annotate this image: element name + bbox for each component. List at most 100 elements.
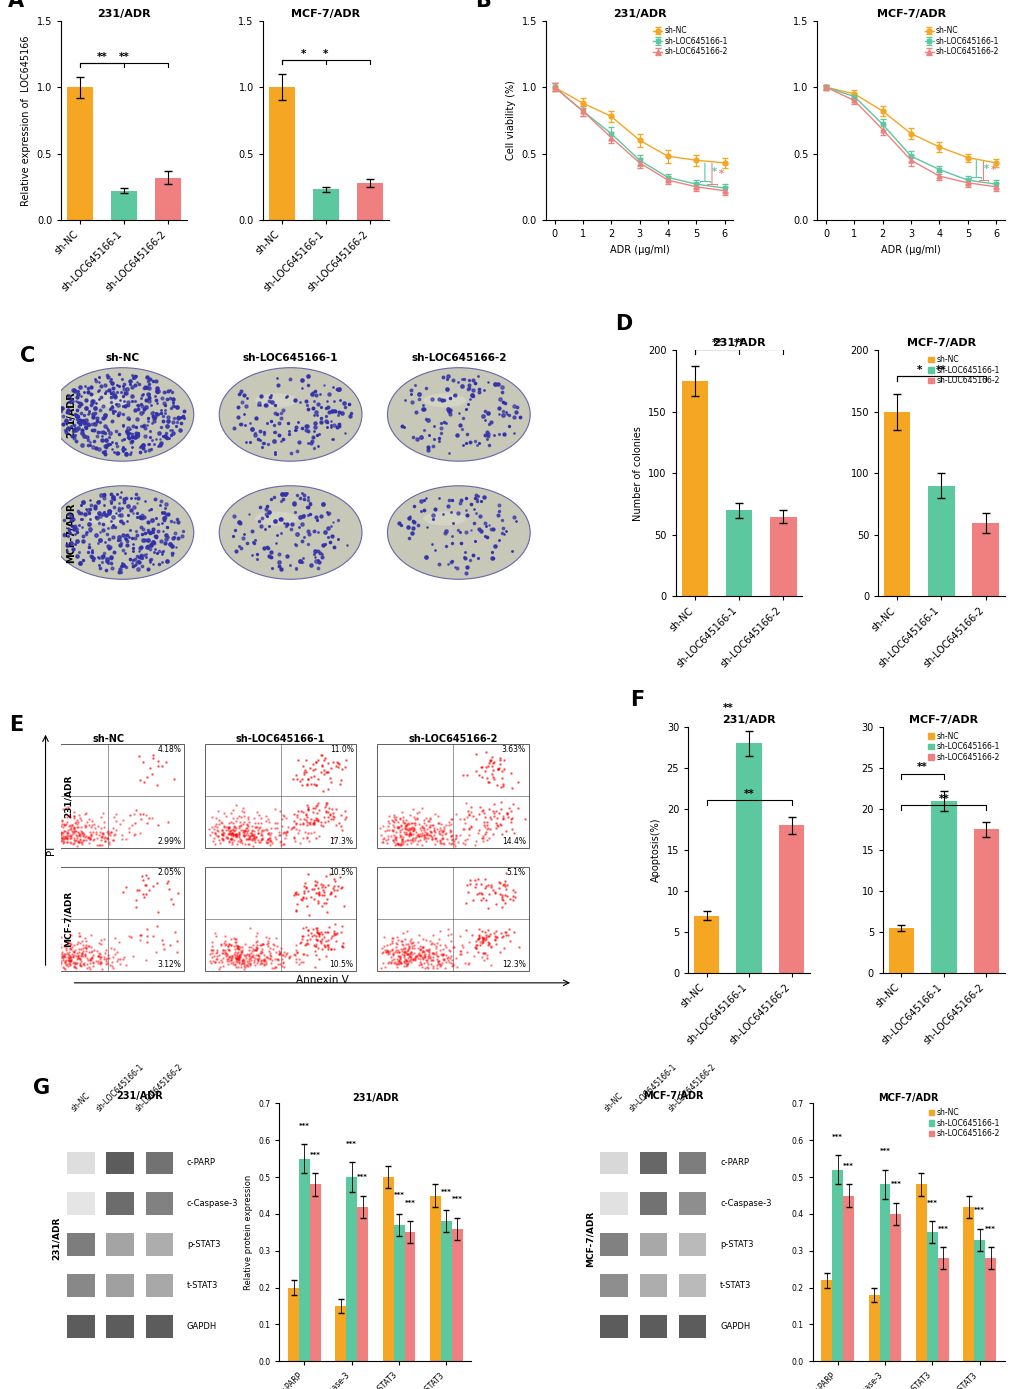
Point	[259, 947, 275, 970]
Point	[426, 818, 442, 840]
Point	[92, 946, 108, 968]
Point	[489, 758, 505, 781]
Point	[400, 935, 417, 957]
Point	[393, 939, 410, 961]
Point	[415, 936, 431, 958]
Point	[475, 949, 491, 971]
Point	[70, 940, 87, 963]
Point	[299, 814, 315, 836]
Point	[120, 817, 137, 839]
Point	[502, 800, 519, 822]
Point	[58, 828, 74, 850]
Point	[228, 949, 245, 971]
Point	[277, 945, 293, 967]
Point	[288, 804, 305, 826]
Point	[317, 936, 333, 958]
Point	[382, 953, 398, 975]
Point	[138, 804, 154, 826]
Point	[61, 949, 77, 971]
Point	[327, 922, 343, 945]
Bar	[357, 183, 383, 219]
Point	[209, 939, 225, 961]
Point	[418, 950, 434, 972]
Point	[145, 747, 161, 770]
Point	[417, 807, 433, 829]
Point	[215, 939, 231, 961]
Point	[405, 822, 421, 845]
Point	[448, 957, 465, 979]
Point	[264, 949, 280, 971]
Point	[276, 833, 292, 856]
Point	[401, 822, 418, 845]
Point	[52, 936, 68, 958]
Point	[240, 943, 257, 965]
Point	[396, 942, 413, 964]
Bar	[726, 510, 752, 596]
Point	[333, 935, 350, 957]
Point	[387, 833, 404, 856]
Point	[48, 826, 64, 849]
Point	[419, 810, 435, 832]
Point	[440, 832, 457, 854]
Point	[210, 825, 226, 847]
Point	[249, 936, 265, 958]
Point	[69, 945, 86, 967]
Point	[301, 904, 317, 926]
Point	[401, 818, 418, 840]
Point	[271, 940, 287, 963]
Point	[395, 951, 412, 974]
Text: sh-NC: sh-NC	[69, 1092, 92, 1114]
Point	[389, 929, 406, 951]
Point	[57, 814, 73, 836]
Point	[47, 942, 63, 964]
Text: *: *	[323, 49, 328, 58]
Point	[389, 811, 406, 833]
Point	[476, 814, 492, 836]
Point	[403, 813, 419, 835]
Point	[249, 951, 265, 974]
Point	[219, 949, 235, 971]
Point	[381, 940, 397, 963]
Point	[478, 928, 494, 950]
Point	[304, 925, 320, 947]
Point	[203, 932, 219, 954]
Point	[310, 825, 326, 847]
Point	[254, 938, 270, 960]
Point	[238, 950, 255, 972]
Point	[373, 957, 389, 979]
Point	[48, 820, 64, 842]
Point	[63, 938, 79, 960]
Point	[258, 806, 274, 828]
Point	[498, 803, 515, 825]
Point	[73, 817, 90, 839]
Point	[407, 826, 423, 849]
Point	[77, 803, 94, 825]
Point	[316, 881, 332, 903]
Point	[39, 940, 55, 963]
Legend: sh-NC, sh-LOC645166-1, sh-LOC645166-2: sh-NC, sh-LOC645166-1, sh-LOC645166-2	[922, 25, 1000, 58]
Point	[287, 881, 304, 903]
Point	[304, 811, 320, 833]
Point	[249, 801, 265, 824]
Point	[40, 945, 56, 967]
Point	[381, 818, 397, 840]
Point	[214, 954, 230, 976]
Point	[307, 925, 323, 947]
Point	[401, 929, 418, 951]
Point	[46, 822, 62, 845]
Point	[226, 820, 243, 842]
Point	[112, 947, 128, 970]
Point	[246, 807, 262, 829]
Point	[316, 811, 332, 833]
Point	[438, 822, 454, 845]
Point	[378, 818, 394, 840]
Point	[220, 822, 236, 845]
Point	[100, 820, 116, 842]
Point	[64, 822, 81, 845]
Point	[417, 946, 433, 968]
Point	[53, 828, 69, 850]
Point	[300, 933, 316, 956]
Point	[391, 946, 408, 968]
Point	[254, 951, 270, 974]
Point	[62, 954, 78, 976]
